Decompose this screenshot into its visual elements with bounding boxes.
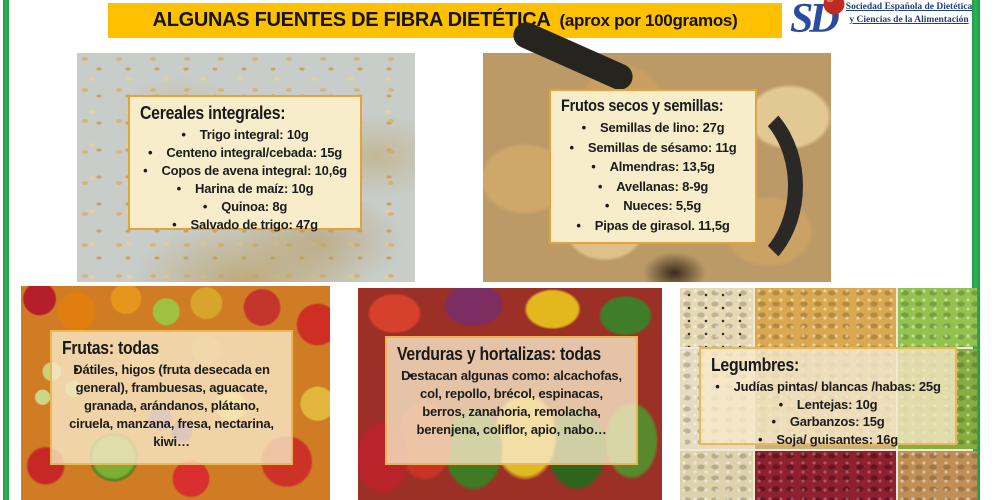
list-item-text: Dátiles, higos (fruta desecada en genera… — [69, 362, 274, 449]
bullet-icon: • — [757, 431, 763, 447]
title-bar: ALGUNAS FUENTES DE FIBRA DIETÉTICA (apro… — [108, 3, 782, 38]
frutos-secos-box-title: Frutos secos y semillas: — [561, 97, 724, 115]
list-item-text: Avellanas: 8-9g — [616, 178, 709, 194]
sedca-logo: SD Sociedad Española de Dietética y Cien… — [788, 0, 974, 46]
bullet-icon: • — [202, 199, 208, 214]
bullet-icon: • — [181, 127, 186, 142]
list-item: • Lentejas: 10g — [709, 396, 947, 414]
bullet-icon: • — [143, 163, 148, 178]
list-item: • Centeno integral/cebada: 15g — [138, 144, 352, 162]
cereales-list: • Trigo integral: 10g • Centeno integral/ce… — [138, 126, 352, 234]
list-item-text: Garbanzos: 15g — [789, 414, 885, 429]
verduras-box: Verduras y hortalizas: todas • Destacan a… — [385, 336, 638, 465]
list-item-text: Quinoa: 8g — [221, 199, 288, 214]
list-item-text: Destacan algunas como: alcachofas, col, … — [401, 368, 622, 437]
frutas-list: • Dátiles, higos (fruta desecada en gener… — [60, 361, 283, 451]
list-item: • Destacan algunas como: alcachofas, col,… — [395, 367, 628, 439]
list-item-text: Trigo integral: 10g — [199, 127, 309, 142]
list-item: • Soja/ guisantes: 16g — [709, 431, 947, 449]
logo-org-line1: Sociedad Española de Dietética — [845, 2, 973, 12]
list-item: • Quinoa: 8g — [138, 198, 352, 216]
legume-tile-blackeyed — [680, 288, 754, 348]
list-item: • Garbanzos: 15g — [709, 413, 947, 431]
bullet-icon: • — [604, 198, 610, 213]
list-item-text: Pipas de girasol. 11,5g — [594, 217, 730, 233]
bullet-icon: • — [576, 217, 581, 233]
list-item: • Semillas de sésamo: 11g — [559, 138, 747, 158]
bullet-icon: • — [569, 139, 575, 155]
legume-tile-splitpeas — [897, 288, 977, 348]
list-item-text: Soja/ guisantes: 16g — [776, 431, 899, 447]
list-item-text: Semillas de sésamo: 11g — [587, 139, 737, 155]
green-border-right — [972, 0, 980, 500]
logo-org-line2: y Ciencias de la Alimentación — [849, 15, 969, 25]
list-item-text: Centeno integral/cebada: 15g — [166, 145, 343, 160]
list-item: • Harina de maíz: 10g — [138, 180, 352, 198]
bullet-icon: • — [581, 120, 587, 135]
frutas-box: Frutas: todas • Dátiles, higos (fruta des… — [50, 330, 293, 465]
legumbres-box: Legumbres: • Judías pintas/ blancas /haba… — [699, 347, 957, 448]
cereales-box: Cereales integrales: • Trigo integral: 10… — [128, 95, 362, 232]
list-item: • Dátiles, higos (fruta desecada en gener… — [60, 361, 283, 451]
legume-tile-pintobeans — [897, 450, 977, 500]
list-item-text: Salvado de trigo: 47g — [190, 217, 318, 232]
list-item: • Semillas de lino: 27g — [559, 118, 747, 138]
list-item-text: Nueces: 5,5g — [623, 198, 702, 213]
list-item: • Trigo integral: 10g — [138, 126, 352, 144]
verduras-box-title: Verduras y hortalizas: todas — [397, 344, 601, 364]
list-item: • Copos de avena integral: 10,6g — [138, 162, 352, 180]
list-item: • Pipas de girasol. 11,5g — [559, 216, 747, 236]
page-subtitle: (aprox por 100gramos) — [559, 10, 738, 30]
list-item-text: Lentejas: 10g — [796, 396, 878, 412]
list-item-text: Almendras: 13,5g — [609, 159, 715, 174]
green-border-left — [3, 0, 9, 500]
verduras-list: • Destacan algunas como: alcachofas, col,… — [395, 367, 628, 439]
legumbres-list: • Judías pintas/ blancas /habas: 25g • Lent… — [709, 378, 947, 448]
cereales-box-title: Cereales integrales: — [140, 103, 286, 123]
bullet-icon: • — [409, 368, 414, 383]
legume-tile-chickpeas — [755, 288, 896, 348]
bullet-icon: • — [597, 178, 603, 194]
list-item: • Avellanas: 8-9g — [559, 177, 747, 197]
legume-tile-kidneybeans — [755, 450, 896, 500]
bullet-icon: • — [176, 181, 182, 196]
frutos-secos-list: • Semillas de lino: 27g • Semillas de sésam… — [559, 118, 747, 235]
bullet-icon: • — [778, 396, 784, 412]
sed-monogram-apple-icon: SD — [790, 0, 845, 40]
frutas-box-title: Frutas: todas — [62, 338, 159, 358]
bullet-icon: • — [715, 379, 720, 394]
list-item: • Almendras: 13,5g — [559, 157, 747, 177]
list-item-text: Harina de maíz: 10g — [195, 181, 314, 196]
list-item-text: Copos de avena integral: 10,6g — [161, 163, 347, 178]
frutos-secos-box: Frutos secos y semillas: • Semillas de li… — [549, 89, 757, 244]
legume-tile-whitebeans2 — [680, 450, 754, 500]
list-item: • Nueces: 5,5g — [559, 196, 747, 216]
bullet-icon: • — [147, 145, 153, 160]
legumbres-box-title: Legumbres: — [711, 355, 800, 375]
list-item: • Salvado de trigo: 47g — [138, 216, 352, 234]
list-item-text: Judías pintas/ blancas /habas: 25g — [733, 379, 941, 394]
list-item-text: Semillas de lino: 27g — [599, 120, 725, 135]
bullet-icon: • — [591, 159, 596, 174]
bullet-icon: • — [771, 414, 776, 429]
logo-text: Sociedad Española de Dietética y Ciencia… — [844, 1, 974, 27]
bullet-icon: • — [172, 217, 177, 232]
list-item: • Judías pintas/ blancas /habas: 25g — [709, 378, 947, 396]
page-title: ALGUNAS FUENTES DE FIBRA DIETÉTICA — [152, 9, 551, 31]
bullet-icon: • — [74, 362, 79, 377]
